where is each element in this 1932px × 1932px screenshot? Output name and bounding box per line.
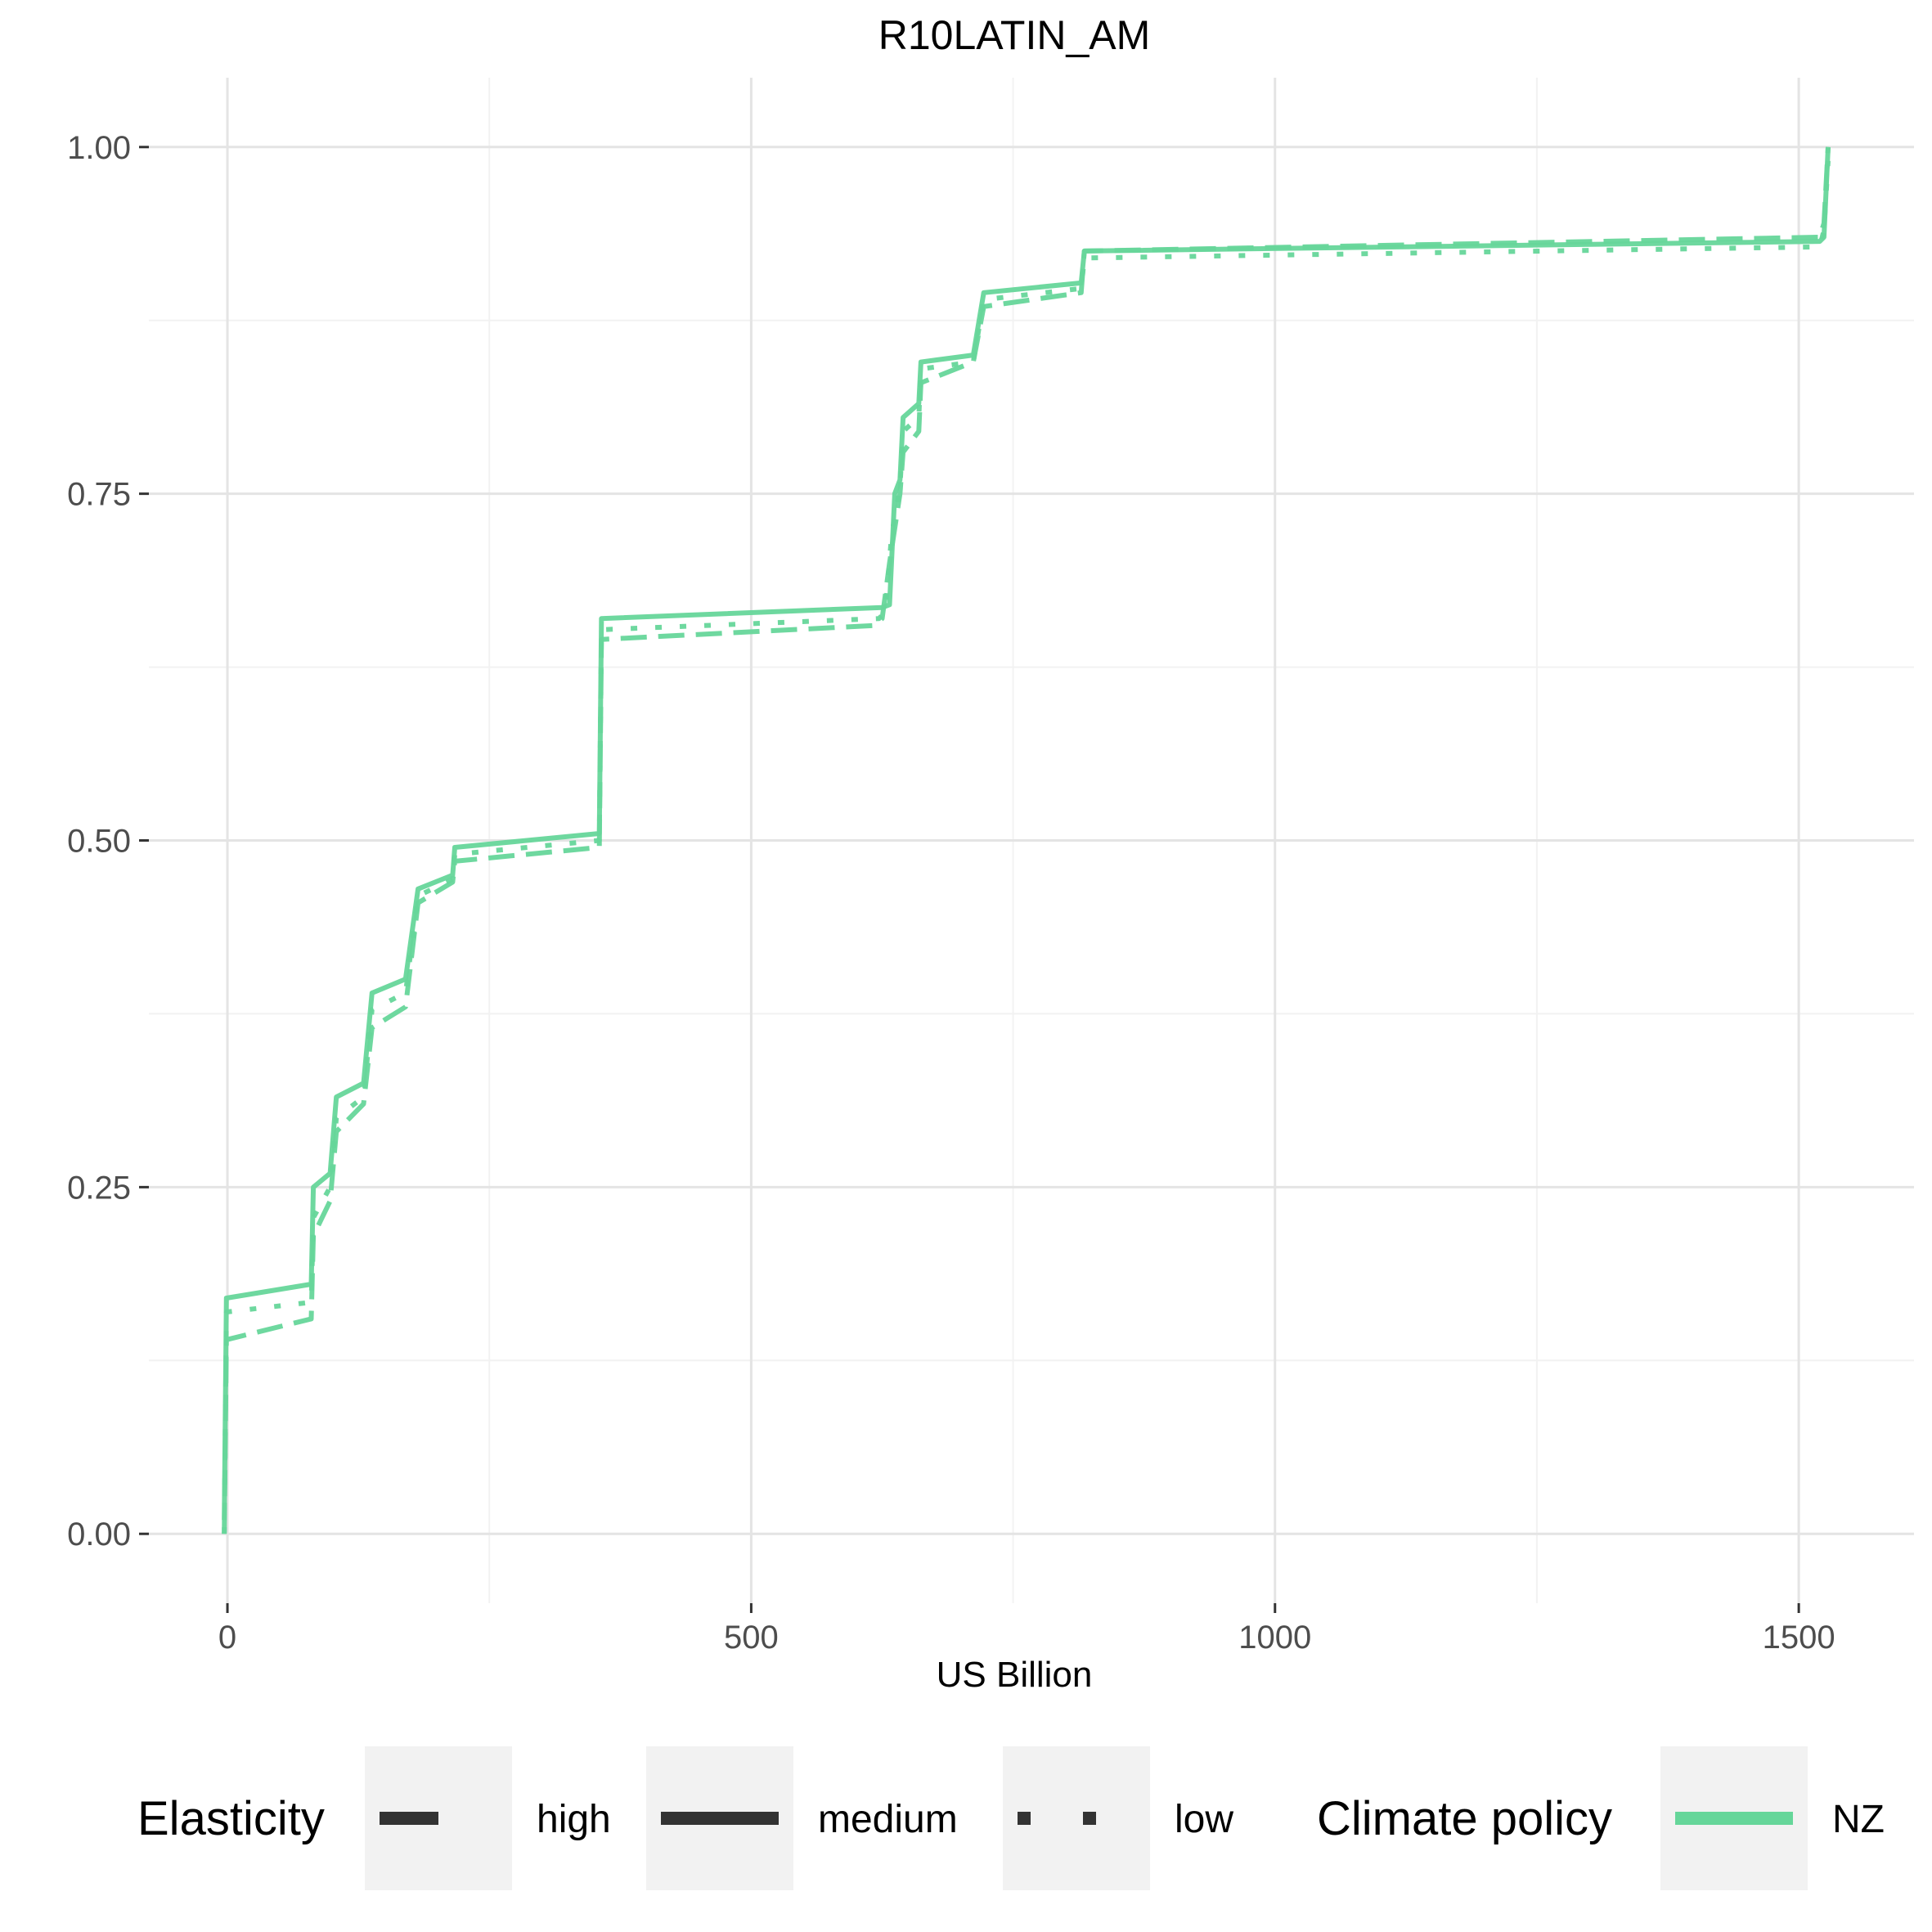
legend-label-high: high — [537, 1798, 611, 1841]
grid-lines — [149, 78, 1914, 1603]
series-lines — [222, 146, 1831, 1534]
y-tick-label: 0.50 — [67, 824, 131, 860]
legend-label-NZ: NZ — [1832, 1798, 1885, 1841]
y-tick-label: 0.00 — [67, 1516, 131, 1552]
y-tick-label: 0.75 — [67, 477, 131, 513]
legend-title-elasticity: Elasticity — [137, 1792, 325, 1845]
legend-label-medium: medium — [818, 1798, 958, 1841]
y-axis: 0.00 0.25 0.50 0.75 1.00 — [67, 130, 149, 1552]
x-tick-label: 500 — [724, 1620, 779, 1656]
legend-title-policy: Climate policy — [1317, 1792, 1612, 1845]
legend-label-low: low — [1175, 1798, 1233, 1841]
x-tick-label: 1500 — [1763, 1620, 1835, 1656]
chart-title: R10LATIN_AM — [878, 12, 1151, 58]
x-tick-label: 0 — [218, 1620, 236, 1656]
x-axis: 0 500 1000 1500 — [218, 1603, 1835, 1656]
y-tick-label: 0.25 — [67, 1170, 131, 1206]
x-tick-label: 1000 — [1238, 1620, 1311, 1656]
legend: Elasticity high medium low Climate policy NZ — [137, 1746, 1885, 1890]
x-axis-title: US Billion — [937, 1655, 1093, 1695]
y-tick-label: 1.00 — [67, 130, 131, 166]
series-line-medium — [222, 146, 1831, 1521]
